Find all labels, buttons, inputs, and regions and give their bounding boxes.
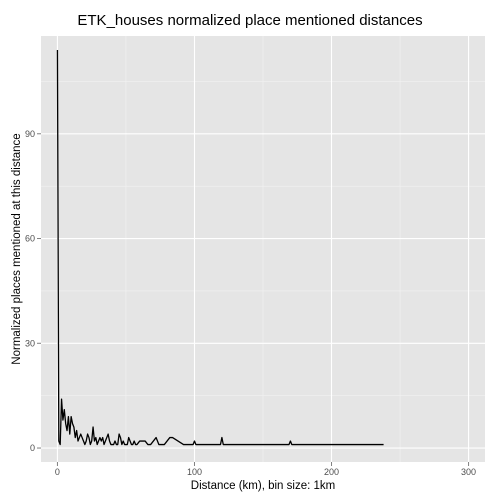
x-tick-label: 200 xyxy=(324,467,339,477)
x-tick-label: 300 xyxy=(461,467,476,477)
y-tick-label: 30 xyxy=(25,338,35,348)
major-gridlines xyxy=(41,36,485,462)
x-axis-label: Distance (km), bin size: 1km xyxy=(191,480,335,492)
x-tick-label: 0 xyxy=(55,467,60,477)
y-axis-label: Normalized places mentioned at this dist… xyxy=(11,133,23,364)
chart-title: ETK_houses normalized place mentioned di… xyxy=(77,12,423,29)
y-tick-label: 90 xyxy=(25,129,35,139)
minor-gridlines xyxy=(41,36,485,462)
series-line xyxy=(56,49,384,446)
y-tick-label: 0 xyxy=(30,443,35,453)
y-tick-label: 60 xyxy=(25,234,35,244)
x-tick-label: 100 xyxy=(187,467,202,477)
axis-ticks: 0 100 200 300 0 30 60 90 xyxy=(25,129,476,477)
